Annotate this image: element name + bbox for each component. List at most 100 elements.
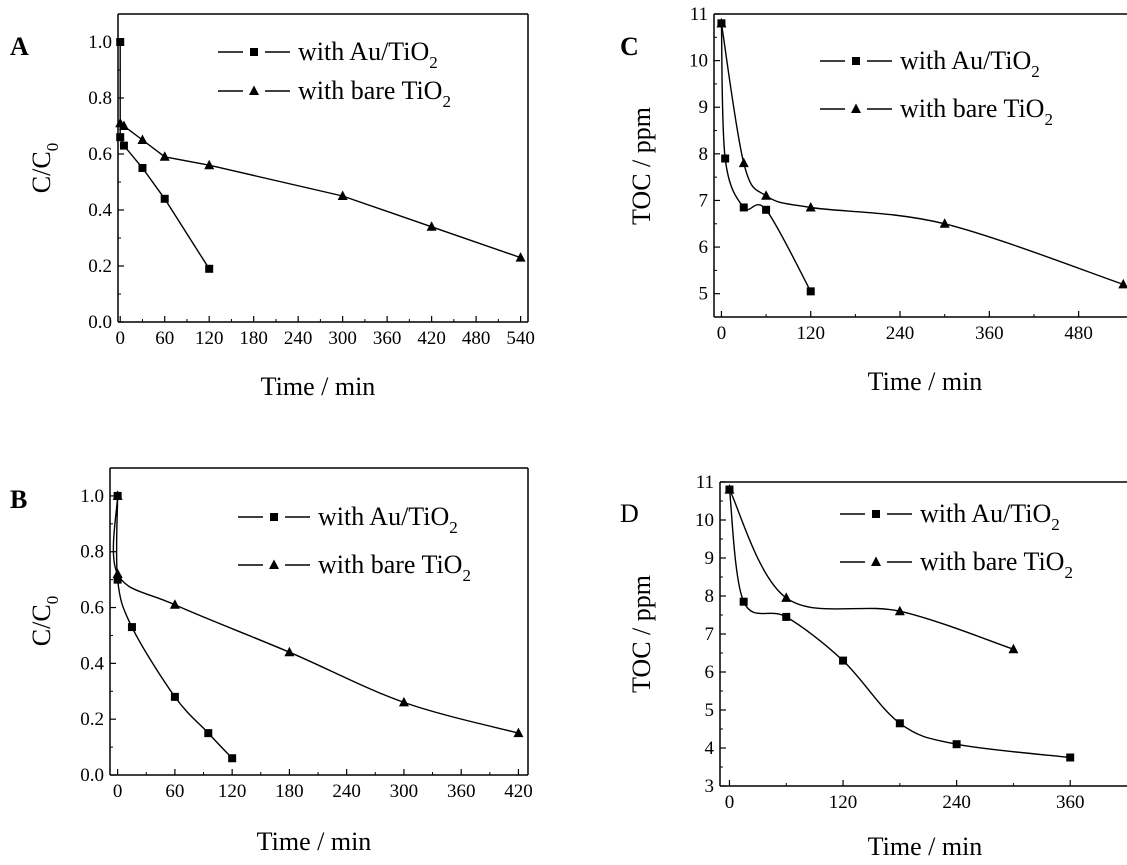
b-legend-marker xyxy=(269,559,279,569)
d-legend-label: with bare TiO2 xyxy=(920,547,1073,582)
a-panel-letter: A xyxy=(10,32,29,61)
a-series-line xyxy=(119,122,521,259)
a-xtick-label: 300 xyxy=(328,328,357,349)
b-data-point xyxy=(513,727,524,738)
a-legend-label: with bare TiO2 xyxy=(298,76,451,111)
b-ytick-label: 0.4 xyxy=(80,653,104,674)
d-series-2 xyxy=(724,484,1019,654)
c-legend-marker xyxy=(852,57,860,65)
c-ytick-label: 10 xyxy=(689,51,708,72)
c-panel-letter: C xyxy=(620,32,639,61)
c-ytick-label: 5 xyxy=(699,284,709,305)
c-data-point xyxy=(806,287,815,296)
a-data-point xyxy=(159,151,170,161)
a-xtick-label: 360 xyxy=(373,328,402,349)
d-panel-letter: D xyxy=(620,499,639,528)
c-legend-label: with bare TiO2 xyxy=(900,94,1053,129)
b-ytick-label: 1.0 xyxy=(80,486,104,507)
b-data-point xyxy=(169,599,180,609)
b-xtick-label: 0 xyxy=(113,781,123,802)
c-series-1 xyxy=(717,19,815,296)
a-legend-label: with Au/TiO2 xyxy=(298,37,438,72)
c-series-line xyxy=(720,23,1124,286)
a-legend-marker xyxy=(249,85,259,95)
b-ytick-label: 0.6 xyxy=(80,598,104,619)
a-ytick-label: 0.0 xyxy=(88,312,112,333)
b-xtick-label: 60 xyxy=(165,781,184,802)
d-data-point xyxy=(724,484,735,494)
b-xtick-label: 420 xyxy=(504,781,533,802)
c-ytick-label: 9 xyxy=(699,97,709,118)
b-xtick-label: 120 xyxy=(218,781,247,802)
a-ytick-label: 0.2 xyxy=(88,256,112,277)
panel-c: 0 120 240 360 480 5 6 7 8 9 10 11 C Time / min TOC / p… xyxy=(620,4,1127,396)
a-xtick-label: 180 xyxy=(239,328,268,349)
b-legend-marker xyxy=(270,513,278,521)
a-data-point xyxy=(116,38,125,46)
b-data-point xyxy=(398,696,409,707)
c-series-2 xyxy=(716,17,1127,289)
d-data-point xyxy=(739,597,748,606)
d-ytick-label: 8 xyxy=(705,586,715,607)
d-data-point xyxy=(1008,643,1019,654)
c-data-point xyxy=(805,201,816,212)
panel-a: 0 60 120 180 240 300 360 420 480 540 0.0 0.2 0.4 0.6 0… xyxy=(10,13,535,401)
b-data-point xyxy=(112,568,123,579)
b-ylabel: C/C0 xyxy=(27,596,62,646)
d-ytick-label: 11 xyxy=(696,472,714,493)
a-ytick-label: 0.8 xyxy=(88,88,112,109)
c-ylabel: TOC / ppm xyxy=(627,107,656,225)
a-series-2 xyxy=(115,117,526,262)
d-xtick-label: 360 xyxy=(1056,792,1085,813)
b-data-point xyxy=(204,729,213,738)
d-legend-marker xyxy=(872,510,880,518)
d-xtick-label: 0 xyxy=(725,792,735,813)
c-xtick-label: 480 xyxy=(1064,323,1093,344)
d-data-point xyxy=(781,592,792,602)
a-legend-marker xyxy=(250,48,258,56)
a-data-point xyxy=(119,141,128,150)
d-ytick-label: 5 xyxy=(705,700,715,721)
c-data-point xyxy=(738,157,749,168)
panel-d: 0 120 240 360 3 4 5 6 7 8 9 10 11 D Time / min TOC / pp… xyxy=(620,472,1127,861)
b-series-1 xyxy=(113,491,237,763)
d-ytick-label: 6 xyxy=(705,662,715,683)
a-data-point xyxy=(426,221,437,231)
a-xtick-label: 60 xyxy=(155,328,174,349)
b-data-point xyxy=(170,692,179,701)
b-panel-letter: B xyxy=(10,485,27,514)
d-xtick-label: 120 xyxy=(829,792,858,813)
b-data-point xyxy=(228,754,237,763)
c-data-point xyxy=(721,154,730,163)
c-ytick-label: 8 xyxy=(699,144,709,165)
a-data-point xyxy=(337,190,348,200)
a-data-point xyxy=(205,264,214,273)
a-xtick-label: 420 xyxy=(417,328,446,349)
c-legend-marker xyxy=(851,103,861,113)
a-xtick-label: 480 xyxy=(462,328,491,349)
b-xtick-label: 180 xyxy=(275,781,304,802)
b-ytick-label: 0.0 xyxy=(80,765,104,786)
c-data-point xyxy=(739,203,748,212)
a-xtick-label: 540 xyxy=(506,328,535,349)
d-ylabel: TOC / ppm xyxy=(627,575,656,693)
d-xlabel: Time / min xyxy=(868,832,983,861)
a-ytick-label: 0.6 xyxy=(88,144,112,165)
b-data-point xyxy=(113,575,122,584)
d-ytick-label: 10 xyxy=(695,510,714,531)
b-xlabel: Time / min xyxy=(257,827,372,856)
c-data-point xyxy=(939,218,950,228)
b-legend-label: with bare TiO2 xyxy=(318,550,471,585)
d-xtick-label: 240 xyxy=(942,792,971,813)
c-xtick-label: 0 xyxy=(717,323,727,344)
c-data-point xyxy=(762,205,771,214)
a-data-point xyxy=(118,120,129,130)
c-series-line xyxy=(720,23,812,292)
d-legend-label: with Au/TiO2 xyxy=(920,499,1060,534)
b-data-point xyxy=(284,646,295,657)
b-ytick-label: 0.8 xyxy=(80,542,104,563)
d-series-line xyxy=(728,489,1071,759)
d-data-point xyxy=(894,605,905,616)
d-ytick-label: 9 xyxy=(705,548,715,569)
